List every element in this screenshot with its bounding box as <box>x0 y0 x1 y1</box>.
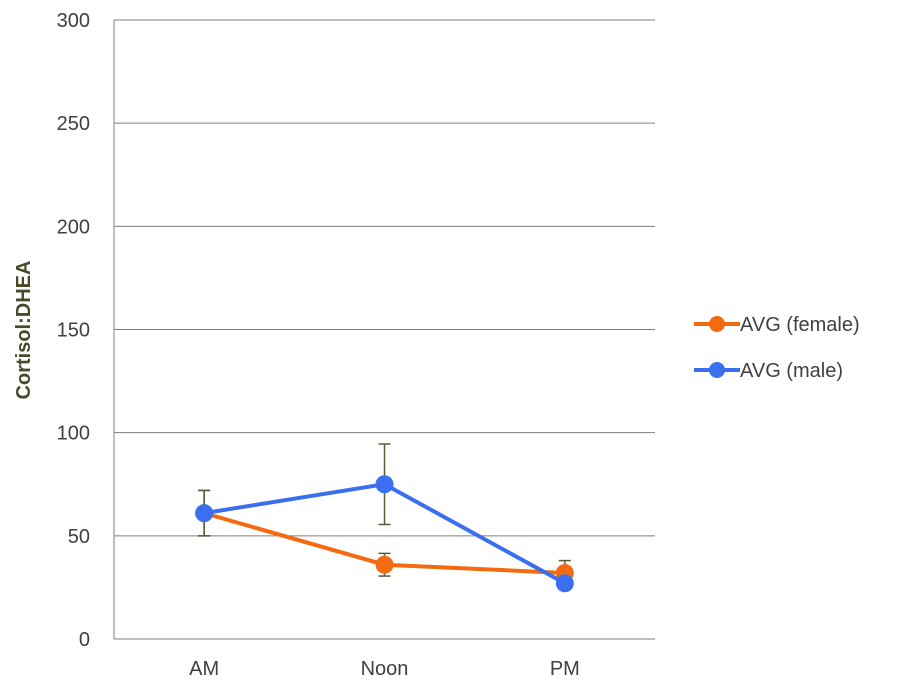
legend-swatch-marker <box>709 362 725 378</box>
legend-label: AVG (male) <box>740 360 843 382</box>
data-point <box>195 504 214 523</box>
data-point <box>555 574 574 593</box>
y-tick-label: 0 <box>79 629 90 651</box>
y-tick-label: 100 <box>57 423 90 445</box>
y-tick-label: 250 <box>57 113 90 135</box>
x-tick-label: AM <box>189 658 219 680</box>
legend-item: AVG (male) <box>694 360 843 382</box>
legend-swatch-marker <box>709 316 725 332</box>
y-axis-label: Cortisol:DHEA <box>13 261 35 400</box>
gridlines <box>114 19 655 640</box>
x-tick-label: Noon <box>361 658 409 680</box>
series-male <box>195 443 574 593</box>
y-tick-labels: 0 50 100 150 200 250 300 <box>57 10 90 651</box>
y-tick-label: 50 <box>68 526 90 548</box>
series <box>195 443 574 593</box>
x-tick-label: PM <box>550 658 580 680</box>
y-tick-label: 150 <box>57 320 90 342</box>
data-point <box>375 475 394 494</box>
y-tick-label: 300 <box>57 10 90 32</box>
legend-label: AVG (female) <box>740 314 860 336</box>
legend-item: AVG (female) <box>694 314 860 336</box>
legend: AVG (female) AVG (male) <box>694 314 860 382</box>
y-tick-label: 200 <box>57 216 90 238</box>
x-tick-labels: AM Noon PM <box>189 658 580 680</box>
data-point <box>375 555 394 574</box>
